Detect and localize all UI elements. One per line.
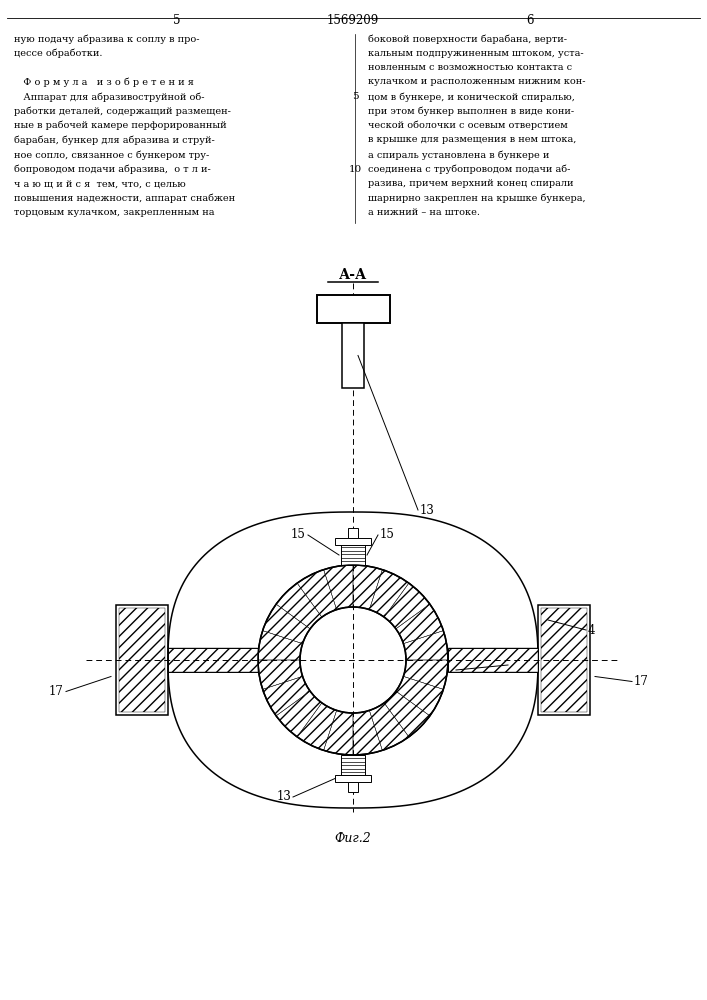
Bar [335,538,371,545]
Text: в крышке для размещения в нем штока,: в крышке для размещения в нем штока, [368,135,576,144]
Text: барабан, бункер для абразива и струй-: барабан, бункер для абразива и струй- [14,135,215,145]
Text: повышения надежности, аппарат снабжен: повышения надежности, аппарат снабжен [14,194,235,203]
Text: ческой оболочки с осевым отверстием: ческой оболочки с осевым отверстием [368,121,568,130]
Text: цессе обработки.: цессе обработки. [14,48,103,58]
Text: 15: 15 [380,528,395,542]
Bar [541,608,587,712]
Text: цом в бункере, и конической спиралью,: цом в бункере, и конической спиралью, [368,92,575,102]
Bar [317,295,390,323]
Bar [116,605,168,715]
Text: ч а ю щ и й с я  тем, что, с целью: ч а ю щ и й с я тем, что, с целью [14,179,186,188]
Text: А-А: А-А [339,268,367,282]
Text: разива, причем верхний конец спирали: разива, причем верхний конец спирали [368,179,573,188]
Text: Фиг.2: Фиг.2 [334,832,371,845]
Bar [342,323,364,388]
Bar [538,605,590,715]
Text: ную подачу абразива к соплу в про-: ную подачу абразива к соплу в про- [14,34,199,43]
Text: а спираль установлена в бункере и: а спираль установлена в бункере и [368,150,549,159]
Text: 5: 5 [173,14,181,27]
Text: Аппарат для абразивоструйной об-: Аппарат для абразивоструйной об- [14,92,204,102]
Text: кальным подпружиненным штоком, уста-: кальным подпружиненным штоком, уста- [368,48,583,57]
Bar [335,775,371,782]
Text: а нижний – на штоке.: а нижний – на штоке. [368,208,480,217]
Text: новленным с возможностью контакта с: новленным с возможностью контакта с [368,63,572,72]
Circle shape [300,607,406,713]
Text: 5: 5 [351,92,358,101]
Bar [119,608,165,712]
Text: 13: 13 [276,790,291,804]
Text: 17: 17 [49,685,64,698]
Text: работки деталей, содержащий размещен-: работки деталей, содержащий размещен- [14,106,231,116]
Text: ные в рабочей камере перфорированный: ные в рабочей камере перфорированный [14,121,227,130]
Text: кулачком и расположенным нижним кон-: кулачком и расположенным нижним кон- [368,78,585,87]
Text: 17: 17 [634,675,649,688]
Text: 10: 10 [349,164,361,174]
Bar [348,528,358,538]
Bar [448,648,538,672]
Bar [168,648,258,672]
Bar [448,648,538,672]
Text: Ф о р м у л а   и з о б р е т е н и я: Ф о р м у л а и з о б р е т е н и я [14,78,194,87]
Bar [341,545,365,565]
Text: соединена с трубопроводом подачи аб-: соединена с трубопроводом подачи аб- [368,164,571,174]
Text: шарнирно закреплен на крышке бункера,: шарнирно закреплен на крышке бункера, [368,194,585,203]
Bar [341,755,365,775]
Text: торцовым кулачком, закрепленным на: торцовым кулачком, закрепленным на [14,208,214,217]
Text: 15: 15 [291,528,306,542]
Text: бопроводом подачи абразива,  о т л и-: бопроводом подачи абразива, о т л и- [14,164,211,174]
Text: боковой поверхности барабана, верти-: боковой поверхности барабана, верти- [368,34,567,43]
Text: 4: 4 [588,624,595,637]
Text: 1569209: 1569209 [327,14,379,27]
Bar [348,782,358,792]
Text: 6: 6 [526,14,534,27]
Polygon shape [168,512,538,808]
Text: ное сопло, связанное с бункером тру-: ное сопло, связанное с бункером тру- [14,150,209,159]
Bar [168,648,258,672]
Text: при этом бункер выполнен в виде кони-: при этом бункер выполнен в виде кони- [368,106,574,116]
Text: 13: 13 [420,504,435,516]
Text: 16: 16 [510,658,525,672]
